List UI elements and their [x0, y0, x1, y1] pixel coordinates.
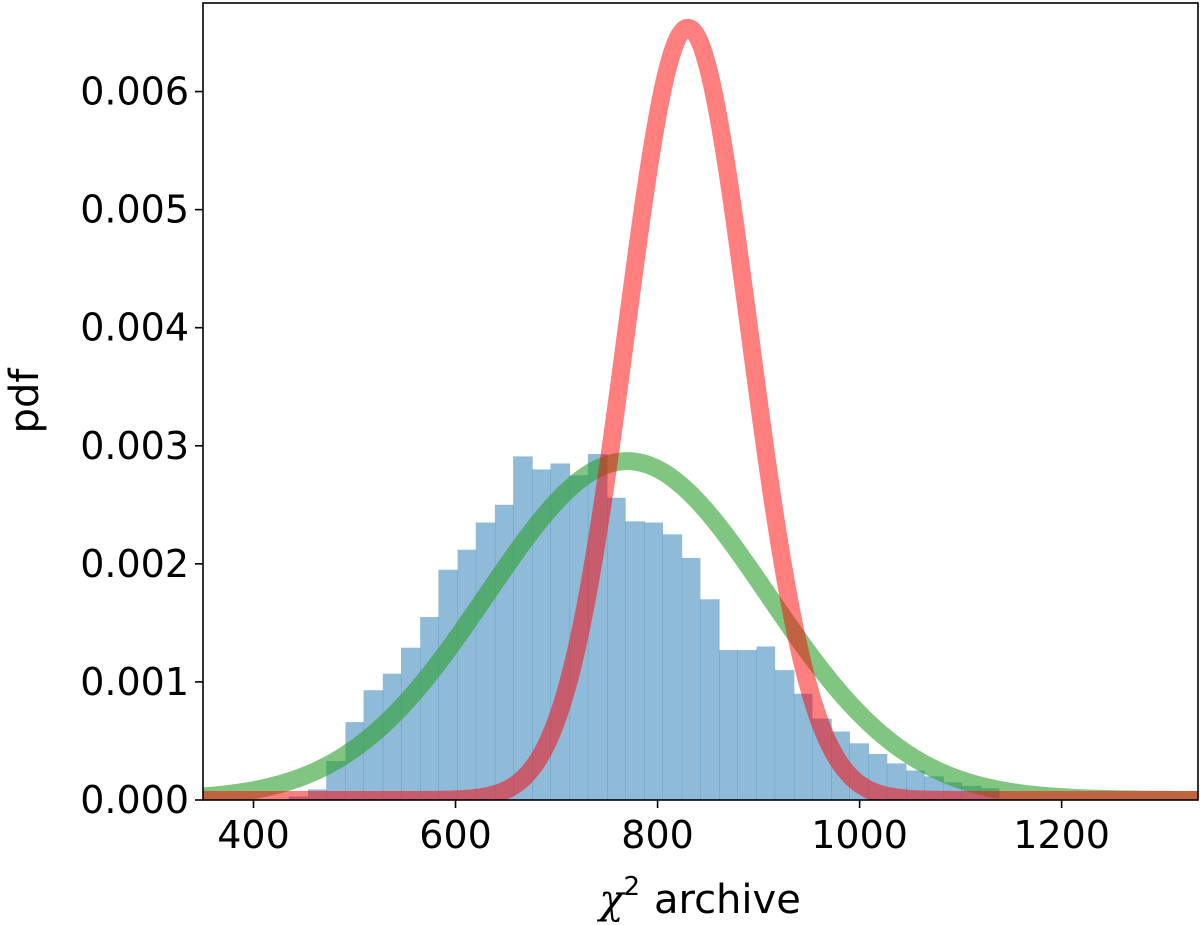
density-curves [203, 18, 1198, 800]
histogram-bar [607, 497, 626, 800]
histogram-bar [457, 549, 477, 800]
histogram-bar [719, 650, 738, 800]
y-tick-label: 0.000 [80, 778, 189, 822]
histogram-bar [681, 557, 701, 800]
y-axis: 0.000 0.001 0.002 0.003 0.004 0.005 0.006 [80, 70, 203, 822]
histogram-bar [513, 456, 533, 800]
histogram-bar [475, 522, 496, 800]
y-axis-label: pdf [2, 368, 48, 434]
histogram-bar [400, 647, 421, 800]
histogram-bar [756, 646, 776, 800]
histogram-bar [382, 673, 402, 800]
y-tick-label: 0.001 [80, 660, 189, 704]
histogram-bar [438, 569, 458, 800]
x-axis-label-exponent: 2 [623, 872, 640, 902]
histogram-bar [737, 650, 757, 800]
histogram-bar [532, 469, 551, 800]
histogram-bar [774, 670, 795, 800]
x-tick-label: 1200 [1013, 813, 1110, 857]
histogram-bar [420, 616, 439, 800]
plot-frame [202, 2, 1199, 801]
histogram-bar [644, 522, 664, 800]
x-tick-label: 800 [621, 813, 694, 857]
histogram-bar [662, 534, 683, 800]
y-tick-label: 0.005 [80, 188, 189, 232]
y-tick-label: 0.006 [80, 70, 189, 114]
y-tick-label: 0.003 [80, 424, 189, 468]
histogram-bar [699, 599, 720, 800]
y-tick-label: 0.004 [80, 306, 189, 350]
x-axis-label: χ2 archive [596, 872, 801, 923]
density-curve-2 [203, 18, 1198, 800]
histogram-bar [625, 521, 645, 800]
x-axis: 400 600 800 1000 1200 [217, 800, 1110, 857]
y-tick-label: 0.002 [80, 542, 189, 586]
x-tick-label: 1000 [811, 813, 908, 857]
x-tick-label: 400 [217, 813, 290, 857]
x-tick-label: 600 [419, 813, 492, 857]
histogram-bar [793, 693, 813, 800]
x-axis-label-text: archive [654, 877, 801, 923]
x-axis-label-symbol: χ [596, 877, 626, 923]
